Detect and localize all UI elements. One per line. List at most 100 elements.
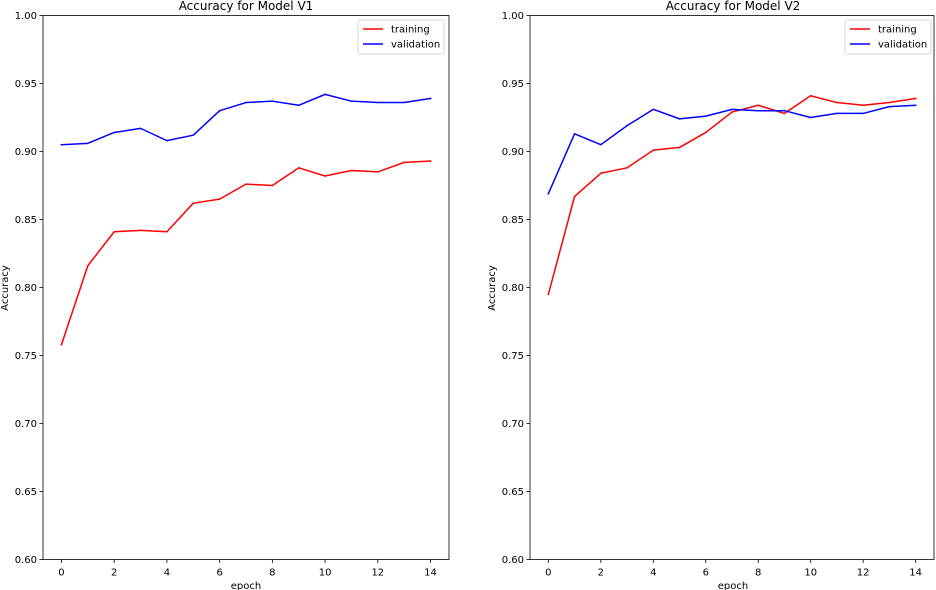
data-point-validation: [429, 97, 432, 100]
chart-title: Accuracy for Model V1: [179, 0, 314, 13]
data-point-training: [600, 172, 602, 175]
data-point-training: [626, 167, 628, 169]
data-point-validation: [757, 109, 760, 112]
y-tick-label: 0.85: [502, 215, 524, 226]
x-tick-label: 4: [650, 568, 656, 579]
x-axis-label: epoch: [718, 581, 748, 590]
y-tick-label: 0.70: [502, 419, 524, 430]
x-tick-layer: 0 2 4 6 8 10 12 14: [545, 559, 922, 579]
legend: training validation: [357, 19, 445, 55]
data-point-validation: [245, 101, 247, 104]
data-point-validation: [271, 100, 274, 102]
y-tick-label: 0.65: [502, 487, 524, 498]
data-point-validation: [403, 101, 405, 104]
data-point-validation: [113, 131, 115, 134]
data-point-training: [573, 195, 576, 198]
x-tick-label: 10: [804, 568, 817, 579]
x-tick-label: 14: [424, 568, 437, 579]
series-layer: [547, 94, 917, 296]
data-point-training: [836, 101, 838, 104]
data-point-validation: [626, 124, 628, 127]
data-point-training: [704, 131, 707, 134]
y-tick-layer: 0.60 0.65 0.70 0.75 0.80 0.85 0.90 0.95 1.00: [15, 11, 43, 566]
data-point-validation: [350, 100, 353, 102]
series-layer: [60, 93, 432, 346]
y-tick-label: 0.80: [502, 283, 524, 294]
series-line-training: [60, 160, 432, 346]
series-line-training: [547, 94, 917, 296]
data-point-training: [403, 161, 405, 164]
y-tick-label: 0.90: [15, 147, 37, 158]
x-tick-label: 8: [755, 568, 761, 579]
y-tick-label: 1.00: [15, 11, 37, 22]
data-point-training: [377, 171, 379, 173]
legend: training validation: [844, 19, 932, 55]
data-point-training: [350, 169, 353, 172]
data-point-training: [324, 175, 326, 177]
data-point-training: [429, 160, 432, 162]
y-tick-label: 0.80: [15, 283, 37, 294]
data-point-validation: [600, 143, 602, 146]
chart-panel-v1: Accuracy for Model V1 0 2 4 6 8 10 12 14 0.600.…: [0, 0, 450, 590]
x-tick-label: 2: [598, 568, 604, 579]
data-point-validation: [324, 93, 326, 96]
data-point-validation: [652, 108, 655, 111]
data-point-training: [652, 149, 655, 151]
x-tick-layer: 0 2 4 6 8 10 12 14: [58, 559, 437, 579]
y-tick-label: 0.90: [502, 147, 524, 158]
data-point-training: [888, 101, 891, 104]
y-tick-label: 0.95: [15, 79, 37, 90]
data-point-training: [862, 104, 864, 107]
x-tick-label: 10: [319, 568, 332, 579]
data-point-validation: [783, 109, 786, 112]
data-point-validation: [836, 112, 838, 115]
data-point-validation: [888, 105, 891, 108]
y-tick-label: 0.85: [15, 215, 37, 226]
data-point-validation: [914, 104, 917, 107]
data-point-training: [218, 198, 221, 200]
data-point-validation: [573, 133, 576, 135]
chart-title: Accuracy for Model V2: [666, 0, 801, 13]
data-point-training: [297, 167, 300, 169]
data-point-validation: [139, 127, 142, 130]
data-point-training: [914, 97, 917, 100]
x-tick-label: 6: [216, 568, 222, 579]
data-point-training: [783, 112, 786, 115]
data-point-training: [678, 146, 681, 149]
x-tick-label: 12: [371, 568, 384, 579]
legend-label-training: training: [391, 25, 430, 36]
data-point-training: [809, 94, 812, 97]
data-point-validation: [862, 112, 864, 115]
data-point-training: [731, 111, 733, 113]
x-tick-label: 0: [545, 568, 551, 579]
plot-frame: [529, 15, 935, 560]
x-tick-label: 14: [909, 568, 922, 579]
x-tick-label: 2: [111, 568, 117, 579]
y-tick-label: 0.65: [15, 487, 37, 498]
data-point-training: [166, 230, 168, 233]
series-line-validation: [547, 104, 917, 195]
data-point-validation: [218, 109, 221, 112]
x-tick-label: 6: [703, 568, 709, 579]
x-tick-label: 4: [164, 568, 170, 579]
data-point-training: [87, 264, 89, 267]
y-tick-label: 0.95: [502, 79, 524, 90]
x-tick-label: 12: [857, 568, 870, 579]
data-point-training: [245, 183, 247, 185]
data-point-training: [139, 229, 142, 232]
y-tick-layer: 0.60 0.65 0.70 0.75 0.80 0.85 0.90 0.95 1.00: [502, 11, 530, 566]
data-point-validation: [377, 101, 379, 104]
chart-panel-v2: Accuracy for Model V2 0 2 4 6 8 10 12 14 0.600.…: [487, 0, 935, 590]
data-point-training: [271, 184, 274, 187]
y-axis-label: Accuracy: [487, 265, 498, 311]
plot-frame: [42, 15, 450, 560]
x-tick-label: 8: [269, 568, 275, 579]
legend-label-validation: validation: [391, 40, 440, 51]
data-point-validation: [678, 118, 681, 120]
y-tick-label: 0.70: [15, 419, 37, 430]
data-point-training: [547, 293, 550, 296]
data-point-validation: [809, 116, 812, 119]
data-point-validation: [87, 142, 89, 145]
y-axis-label: Accuracy: [0, 265, 11, 311]
